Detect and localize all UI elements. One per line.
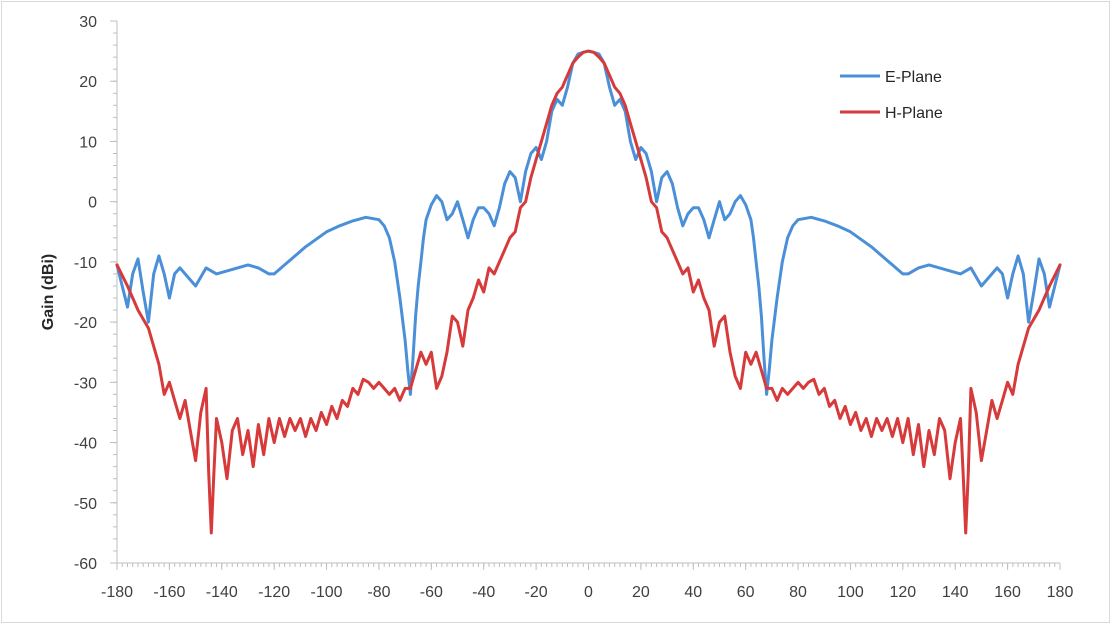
x-tick-label: -140 (206, 584, 238, 601)
x-tick-label: 100 (837, 584, 864, 601)
y-tick-label: -10 (74, 255, 97, 272)
series-layer (115, 49, 1062, 535)
x-tick-label: -100 (311, 584, 343, 601)
x-tick-label: 40 (684, 584, 702, 601)
x-tick-label: 60 (737, 584, 755, 601)
x-tick-label: 180 (1047, 584, 1074, 601)
x-tick-label: 0 (584, 584, 593, 601)
x-tick-label: 160 (994, 584, 1021, 601)
x-tick-label: -160 (153, 584, 185, 601)
x-tick-label: -20 (525, 584, 548, 601)
x-tick-label: 140 (942, 584, 969, 601)
y-tick-label: -30 (74, 375, 97, 392)
y-tick-label: 0 (88, 195, 97, 212)
x-tick-label: -80 (367, 584, 390, 601)
x-tick-label: 20 (632, 584, 650, 601)
x-tick-label: -40 (472, 584, 495, 601)
axis-layer (110, 20, 1061, 570)
x-tick-label: 120 (889, 584, 916, 601)
y-tick-label: -20 (74, 315, 97, 332)
x-tick-label: -60 (420, 584, 443, 601)
y-tick-label: 30 (79, 14, 97, 31)
y-tick-label: -60 (74, 556, 97, 573)
y-tick-label: 20 (79, 74, 97, 91)
legend-label-e-plane: E-Plane (885, 69, 942, 86)
y-tick-label: 10 (79, 134, 97, 151)
tick-label-layer: -180 -160 -140 -120 -100 -80 -60 -40 -20 0 20 40 60 8… (74, 14, 1074, 601)
x-tick-label: 80 (789, 584, 807, 601)
x-tick-label: -120 (258, 584, 290, 601)
y-tick-label: -40 (74, 436, 97, 453)
y-tick-label: -50 (74, 496, 97, 513)
legend: E-Plane H-Plane (840, 69, 943, 122)
legend-label-h-plane: H-Plane (885, 105, 943, 122)
series-line-h-plane (115, 49, 1062, 535)
x-tick-label: -180 (101, 584, 133, 601)
y-axis-title: Gain (dBi) (40, 254, 57, 330)
